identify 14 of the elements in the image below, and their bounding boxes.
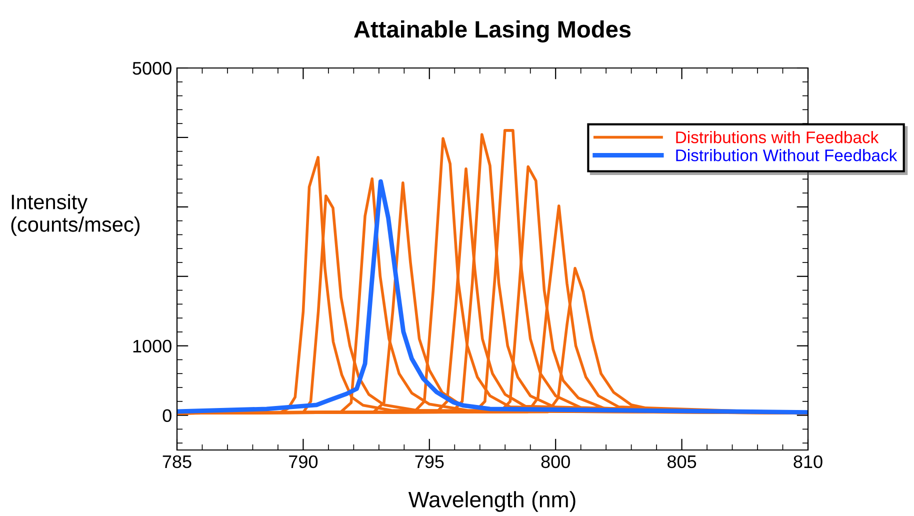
y-axis-title: Intensity (counts/msec): [11, 194, 140, 236]
x-tick-label: 785: [162, 455, 192, 468]
y-tick-label: 0: [162, 409, 172, 422]
y-tick-label: 1000: [133, 340, 172, 353]
x-tick-label: 800: [541, 455, 570, 468]
legend-label: Distribution Without Feedback: [676, 149, 898, 162]
x-tick-label: 790: [289, 455, 318, 468]
x-tick-label: 810: [794, 455, 822, 468]
x-tick-label: 795: [415, 455, 444, 468]
legend-label: Distributions with Feedback: [676, 131, 879, 144]
x-axis-title: Wavelength (nm): [408, 491, 576, 512]
chart-title: Attainable Lasing Modes: [354, 20, 631, 42]
y-tick-label: 5000: [132, 62, 172, 75]
x-tick-label: 805: [668, 455, 696, 468]
